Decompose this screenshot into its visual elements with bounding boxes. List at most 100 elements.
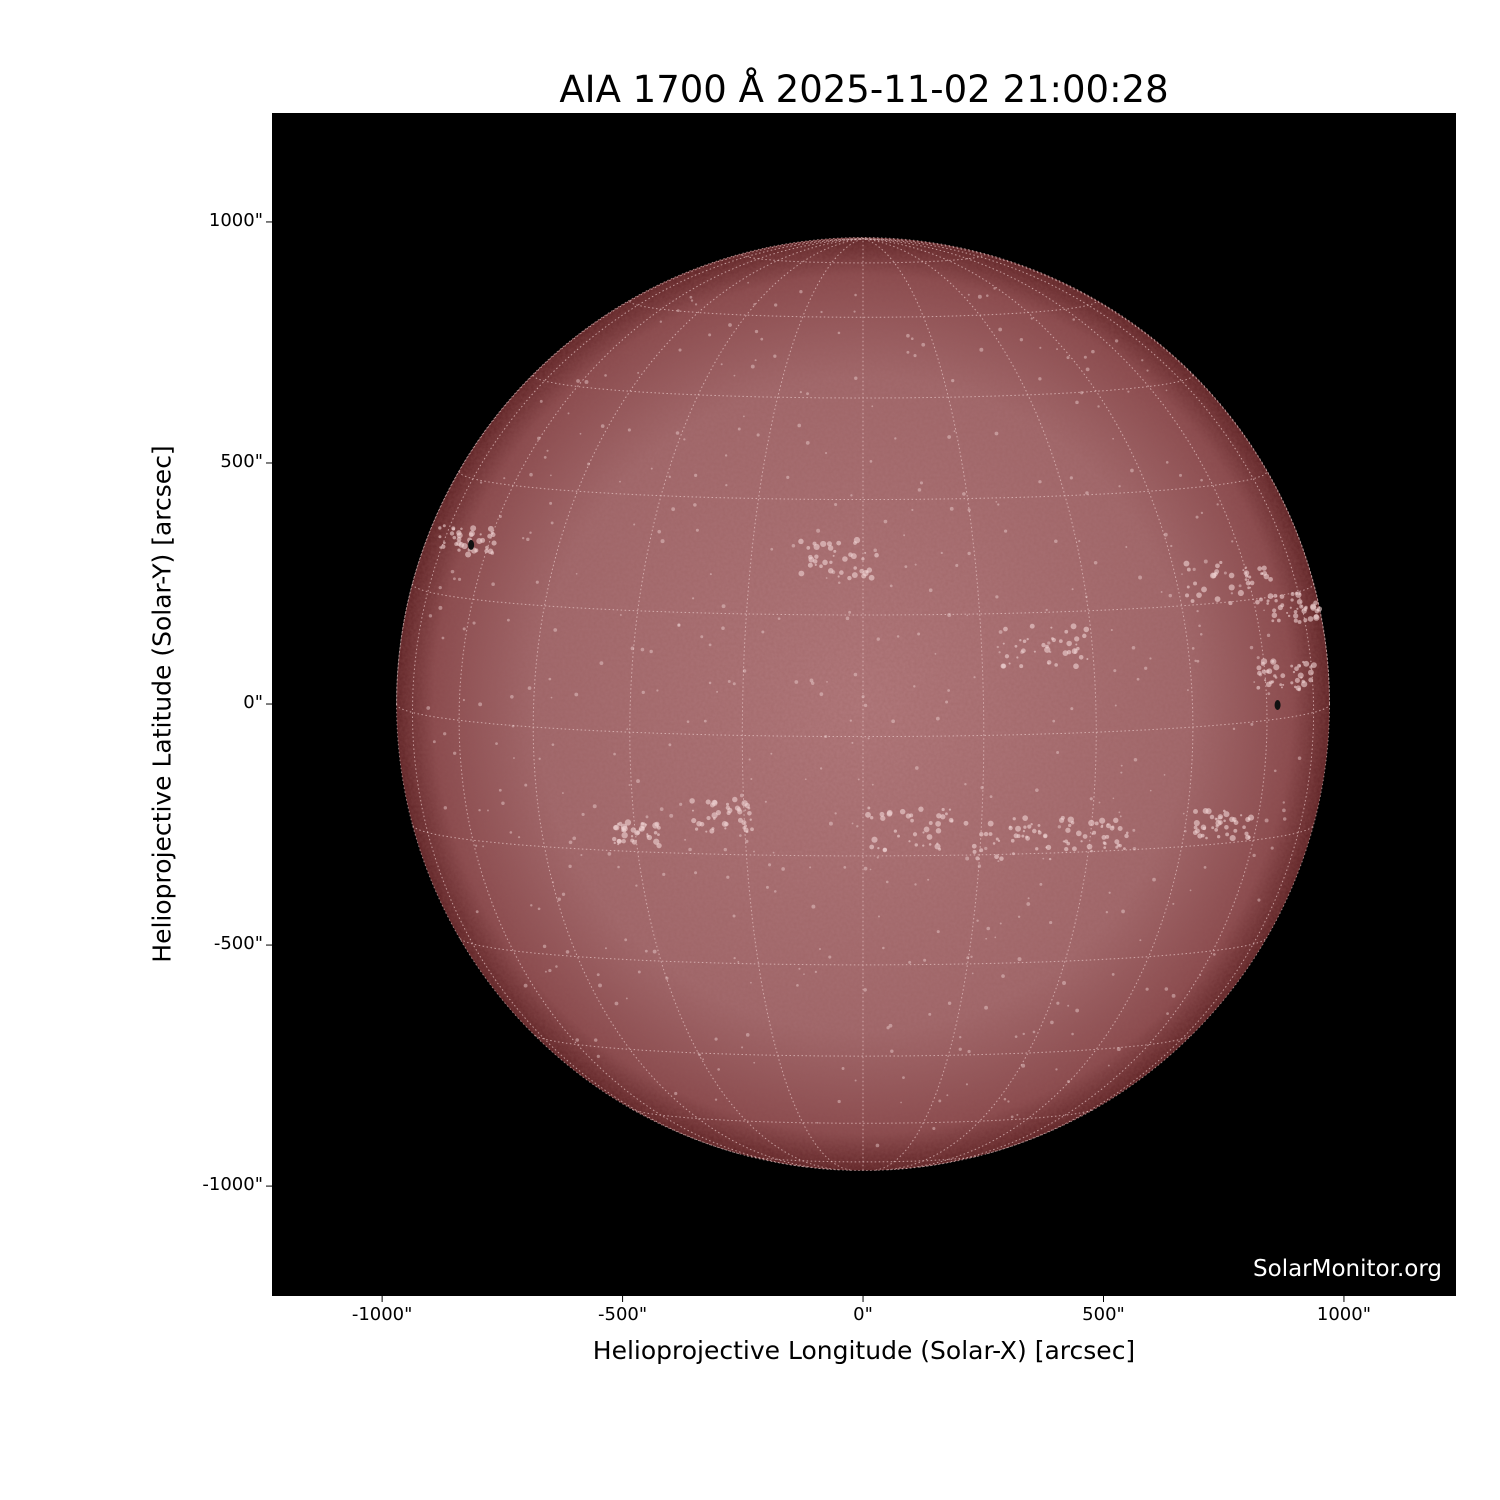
network-point [867,737,870,740]
plage-point [1062,840,1065,843]
network-point [717,1068,720,1071]
plage-point [928,821,933,825]
network-point [921,342,926,347]
network-point [928,588,933,593]
plage-point [1304,605,1308,610]
network-point [947,612,952,617]
plage-point [1209,814,1215,820]
network-point [1298,664,1301,668]
network-point [828,821,833,826]
plage-point [461,542,468,550]
network-point [998,630,1003,634]
network-point [986,294,989,297]
network-point [692,597,695,600]
network-point [1017,915,1021,919]
plage-point [613,824,620,831]
network-point [1020,650,1024,654]
network-point [1273,769,1277,773]
plage-point [440,544,446,549]
plage-point [897,834,900,838]
network-point [693,503,697,507]
network-point [491,582,495,586]
network-point [949,506,954,511]
network-point [721,604,726,609]
network-point [871,783,874,786]
plage-point [1229,835,1236,842]
plage-point [839,570,844,575]
network-point [911,508,914,512]
network-point [965,1083,969,1086]
plage-point [749,818,752,821]
network-point [726,875,730,879]
network-point [993,287,996,290]
network-point [1110,629,1113,632]
network-point [565,950,570,954]
plage-point [656,825,661,830]
network-point [688,847,692,852]
network-point [1119,815,1122,818]
network-point [1267,692,1271,696]
network-point [1014,1035,1018,1039]
network-point [917,632,921,636]
network-point [644,949,648,953]
network-point [996,645,999,649]
x-tick-label: 500" [1082,1304,1125,1325]
plage-point [1193,825,1198,830]
network-point [760,337,764,341]
network-point [798,967,801,970]
network-point [851,741,854,744]
network-point [1112,437,1115,440]
plage-point [705,830,708,833]
plage-point [490,530,494,535]
plage-point [438,526,442,530]
network-point [548,968,552,973]
network-point [851,822,854,825]
plage-point [1274,598,1278,603]
plage-point [438,535,442,539]
network-point [1057,825,1062,829]
plage-point [1037,823,1041,827]
network-point [998,651,1001,654]
network-point [1118,811,1121,814]
network-point [513,757,515,760]
plage-point [1072,846,1077,852]
network-point [1139,939,1142,942]
network-point [1066,356,1070,360]
network-point [747,281,750,284]
network-point [1019,338,1024,342]
plage-point [1082,834,1088,839]
plage-point [1225,832,1230,837]
plage-point [1261,565,1267,571]
network-point [438,605,443,610]
network-point [1130,468,1134,473]
plage-point [995,837,999,841]
network-point [1182,812,1185,815]
plage-point [1280,673,1286,679]
network-point [568,840,573,845]
network-point [553,628,558,632]
network-point [932,1126,936,1131]
network-point [443,806,448,810]
network-point [890,1049,894,1053]
network-point [599,661,604,666]
network-point [510,694,514,699]
plage-point [1099,817,1106,824]
y-tick-label: 500" [220,450,263,472]
plage-point [994,854,999,860]
network-point [1194,659,1197,663]
plage-point [938,847,942,851]
network-point [936,930,940,934]
plage-point [1244,578,1248,581]
network-point [450,569,455,574]
network-point [903,534,906,537]
network-point [509,831,513,834]
network-point [917,488,922,492]
plage-point [1256,665,1262,671]
plage-point [1035,847,1039,851]
network-point [761,630,765,634]
network-point [770,547,774,551]
plage-point [1186,585,1190,589]
plage-point [1076,646,1080,651]
network-point [1189,889,1192,892]
plage-point [1088,819,1095,827]
